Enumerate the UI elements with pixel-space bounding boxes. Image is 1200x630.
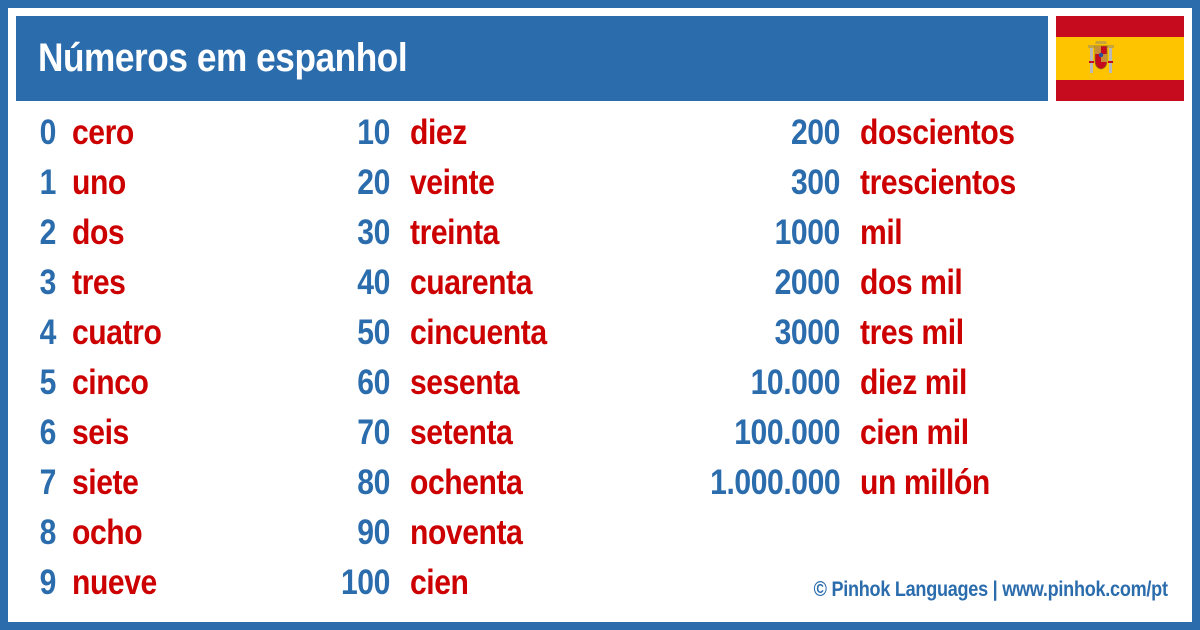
number-value: 0 — [39, 113, 57, 152]
number-word: tres mil — [860, 313, 964, 352]
number-value: 80 — [357, 463, 390, 502]
number-word: nueve — [72, 563, 157, 602]
number-word: noventa — [410, 513, 523, 552]
number-value: 200 — [791, 113, 840, 152]
credit-link[interactable]: © Pinhok Languages | www.pinhok.com/pt — [813, 578, 1168, 601]
number-value: 100 — [341, 563, 390, 602]
number-value: 5 — [39, 363, 57, 402]
number-value: 7 — [39, 463, 57, 502]
number-value: 50 — [357, 313, 390, 352]
number-word: cincuenta — [410, 313, 547, 352]
number-word: cuatro — [72, 313, 162, 352]
number-value: 30 — [357, 213, 390, 252]
number-word: dos mil — [860, 263, 963, 302]
number-word: cero — [72, 113, 134, 152]
number-value: 2000 — [774, 263, 841, 302]
number-value: 1.000.000 — [709, 463, 840, 502]
number-value: 300 — [791, 163, 840, 202]
number-word: uno — [72, 163, 126, 202]
number-word: sesenta — [410, 363, 520, 402]
number-value: 20 — [357, 163, 390, 202]
title-bar: Números em espanhol — [16, 16, 1048, 101]
number-value: 70 — [357, 413, 390, 452]
number-value: 100.000 — [734, 413, 840, 452]
spain-flag-icon — [1056, 16, 1184, 101]
number-word: seis — [72, 413, 129, 452]
number-value: 90 — [357, 513, 390, 552]
number-word: setenta — [410, 413, 513, 452]
number-word: cien — [410, 563, 469, 602]
number-word: veinte — [410, 163, 495, 202]
number-word: cuarenta — [410, 263, 533, 302]
number-word: diez mil — [860, 363, 967, 402]
number-value: 9 — [39, 563, 57, 602]
number-value: 4 — [39, 313, 57, 352]
number-value: 10 — [357, 113, 390, 152]
number-word: cinco — [72, 363, 149, 402]
number-word: dos — [72, 213, 125, 252]
number-value: 10.000 — [750, 363, 841, 402]
number-value: 3 — [39, 263, 57, 302]
number-value: 40 — [357, 263, 390, 302]
number-word: trescientos — [860, 163, 1016, 202]
number-word: diez — [410, 113, 467, 152]
number-value: 1 — [39, 163, 57, 202]
number-value: 60 — [357, 363, 390, 402]
number-word: mil — [860, 213, 903, 252]
number-word: siete — [72, 463, 139, 502]
number-word: ocho — [72, 513, 143, 552]
number-word: doscientos — [860, 113, 1015, 152]
number-value: 3000 — [774, 313, 841, 352]
number-value: 6 — [39, 413, 57, 452]
number-value: 1000 — [774, 213, 841, 252]
number-word: un millón — [860, 463, 990, 502]
number-value: 8 — [39, 513, 57, 552]
number-word: cien mil — [860, 413, 969, 452]
number-word: tres — [72, 263, 126, 302]
page-title: Números em espanhol — [38, 36, 408, 80]
number-word: ochenta — [410, 463, 523, 502]
card-frame: Números em espanhol — [8, 8, 1192, 622]
number-value: 2 — [39, 213, 57, 252]
number-word: treinta — [410, 213, 499, 252]
